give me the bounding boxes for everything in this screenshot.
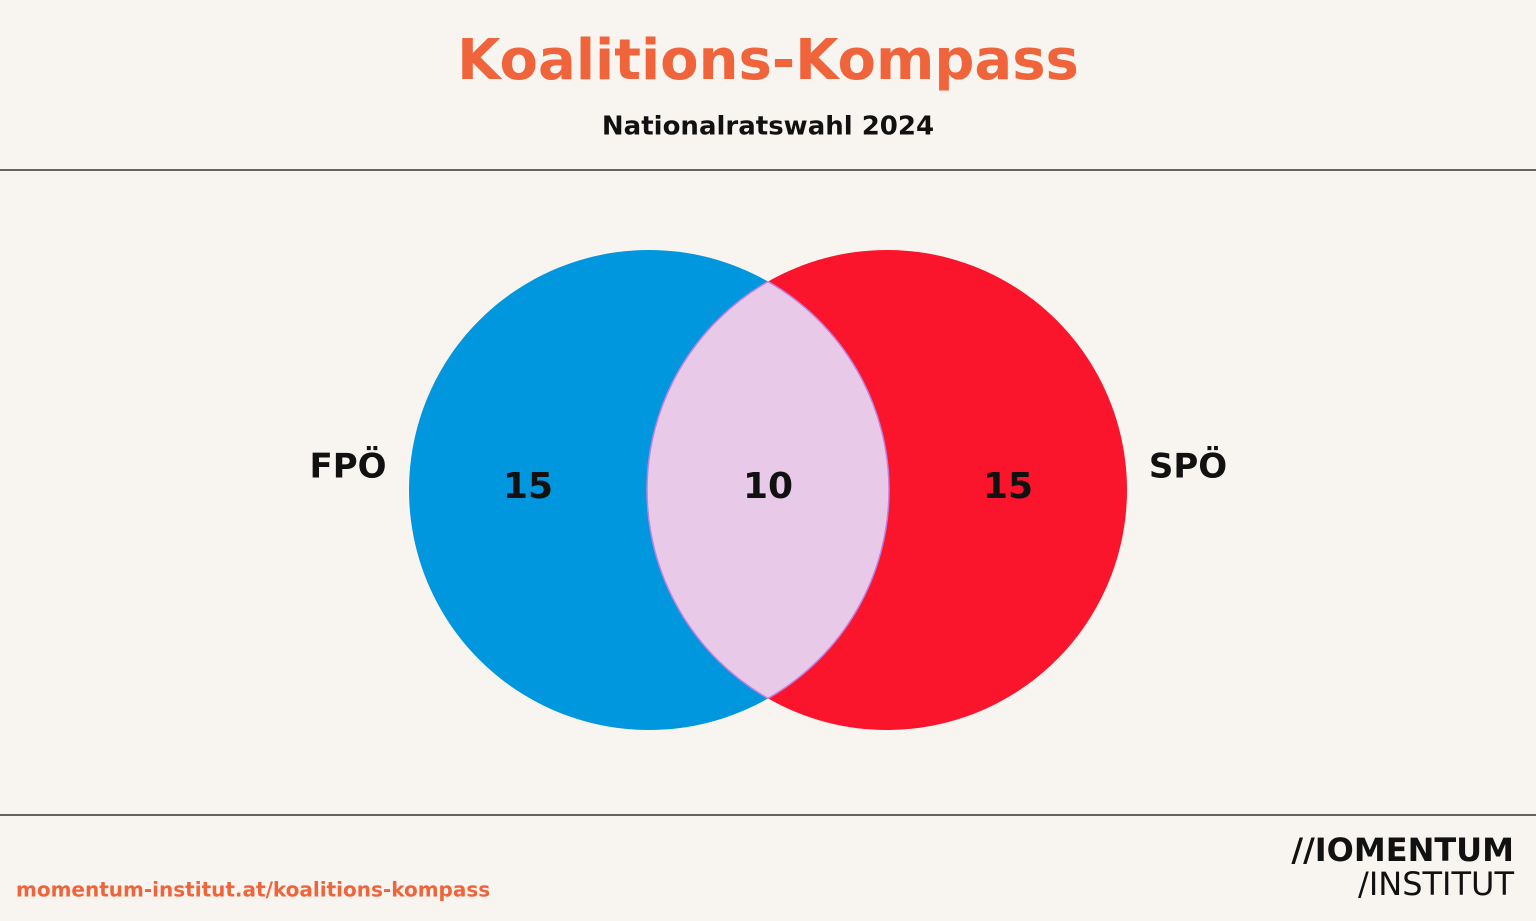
value-label: 15 (503, 466, 553, 507)
set-label: SPÖ (1149, 446, 1227, 487)
value-label: 15 (983, 466, 1033, 507)
venn-region (768, 250, 1127, 730)
logo: /INSTITUT (1358, 865, 1514, 903)
venn-intersection (646, 280, 890, 700)
value-label: 10 (743, 466, 793, 507)
set-label: FPÖ (309, 446, 386, 487)
venn-region (409, 250, 768, 730)
chart-title: Koalitions-Kompass (457, 28, 1079, 93)
venn: 15 10 15 FPÖ SPÖ (309, 250, 1227, 730)
footer-url[interactable]: momentum-institut.at/koalitions-kompass (16, 878, 490, 902)
chart-subtitle: Nationalratswahl 2024 (602, 112, 934, 142)
logo: //IOMENTUM (1291, 831, 1514, 869)
